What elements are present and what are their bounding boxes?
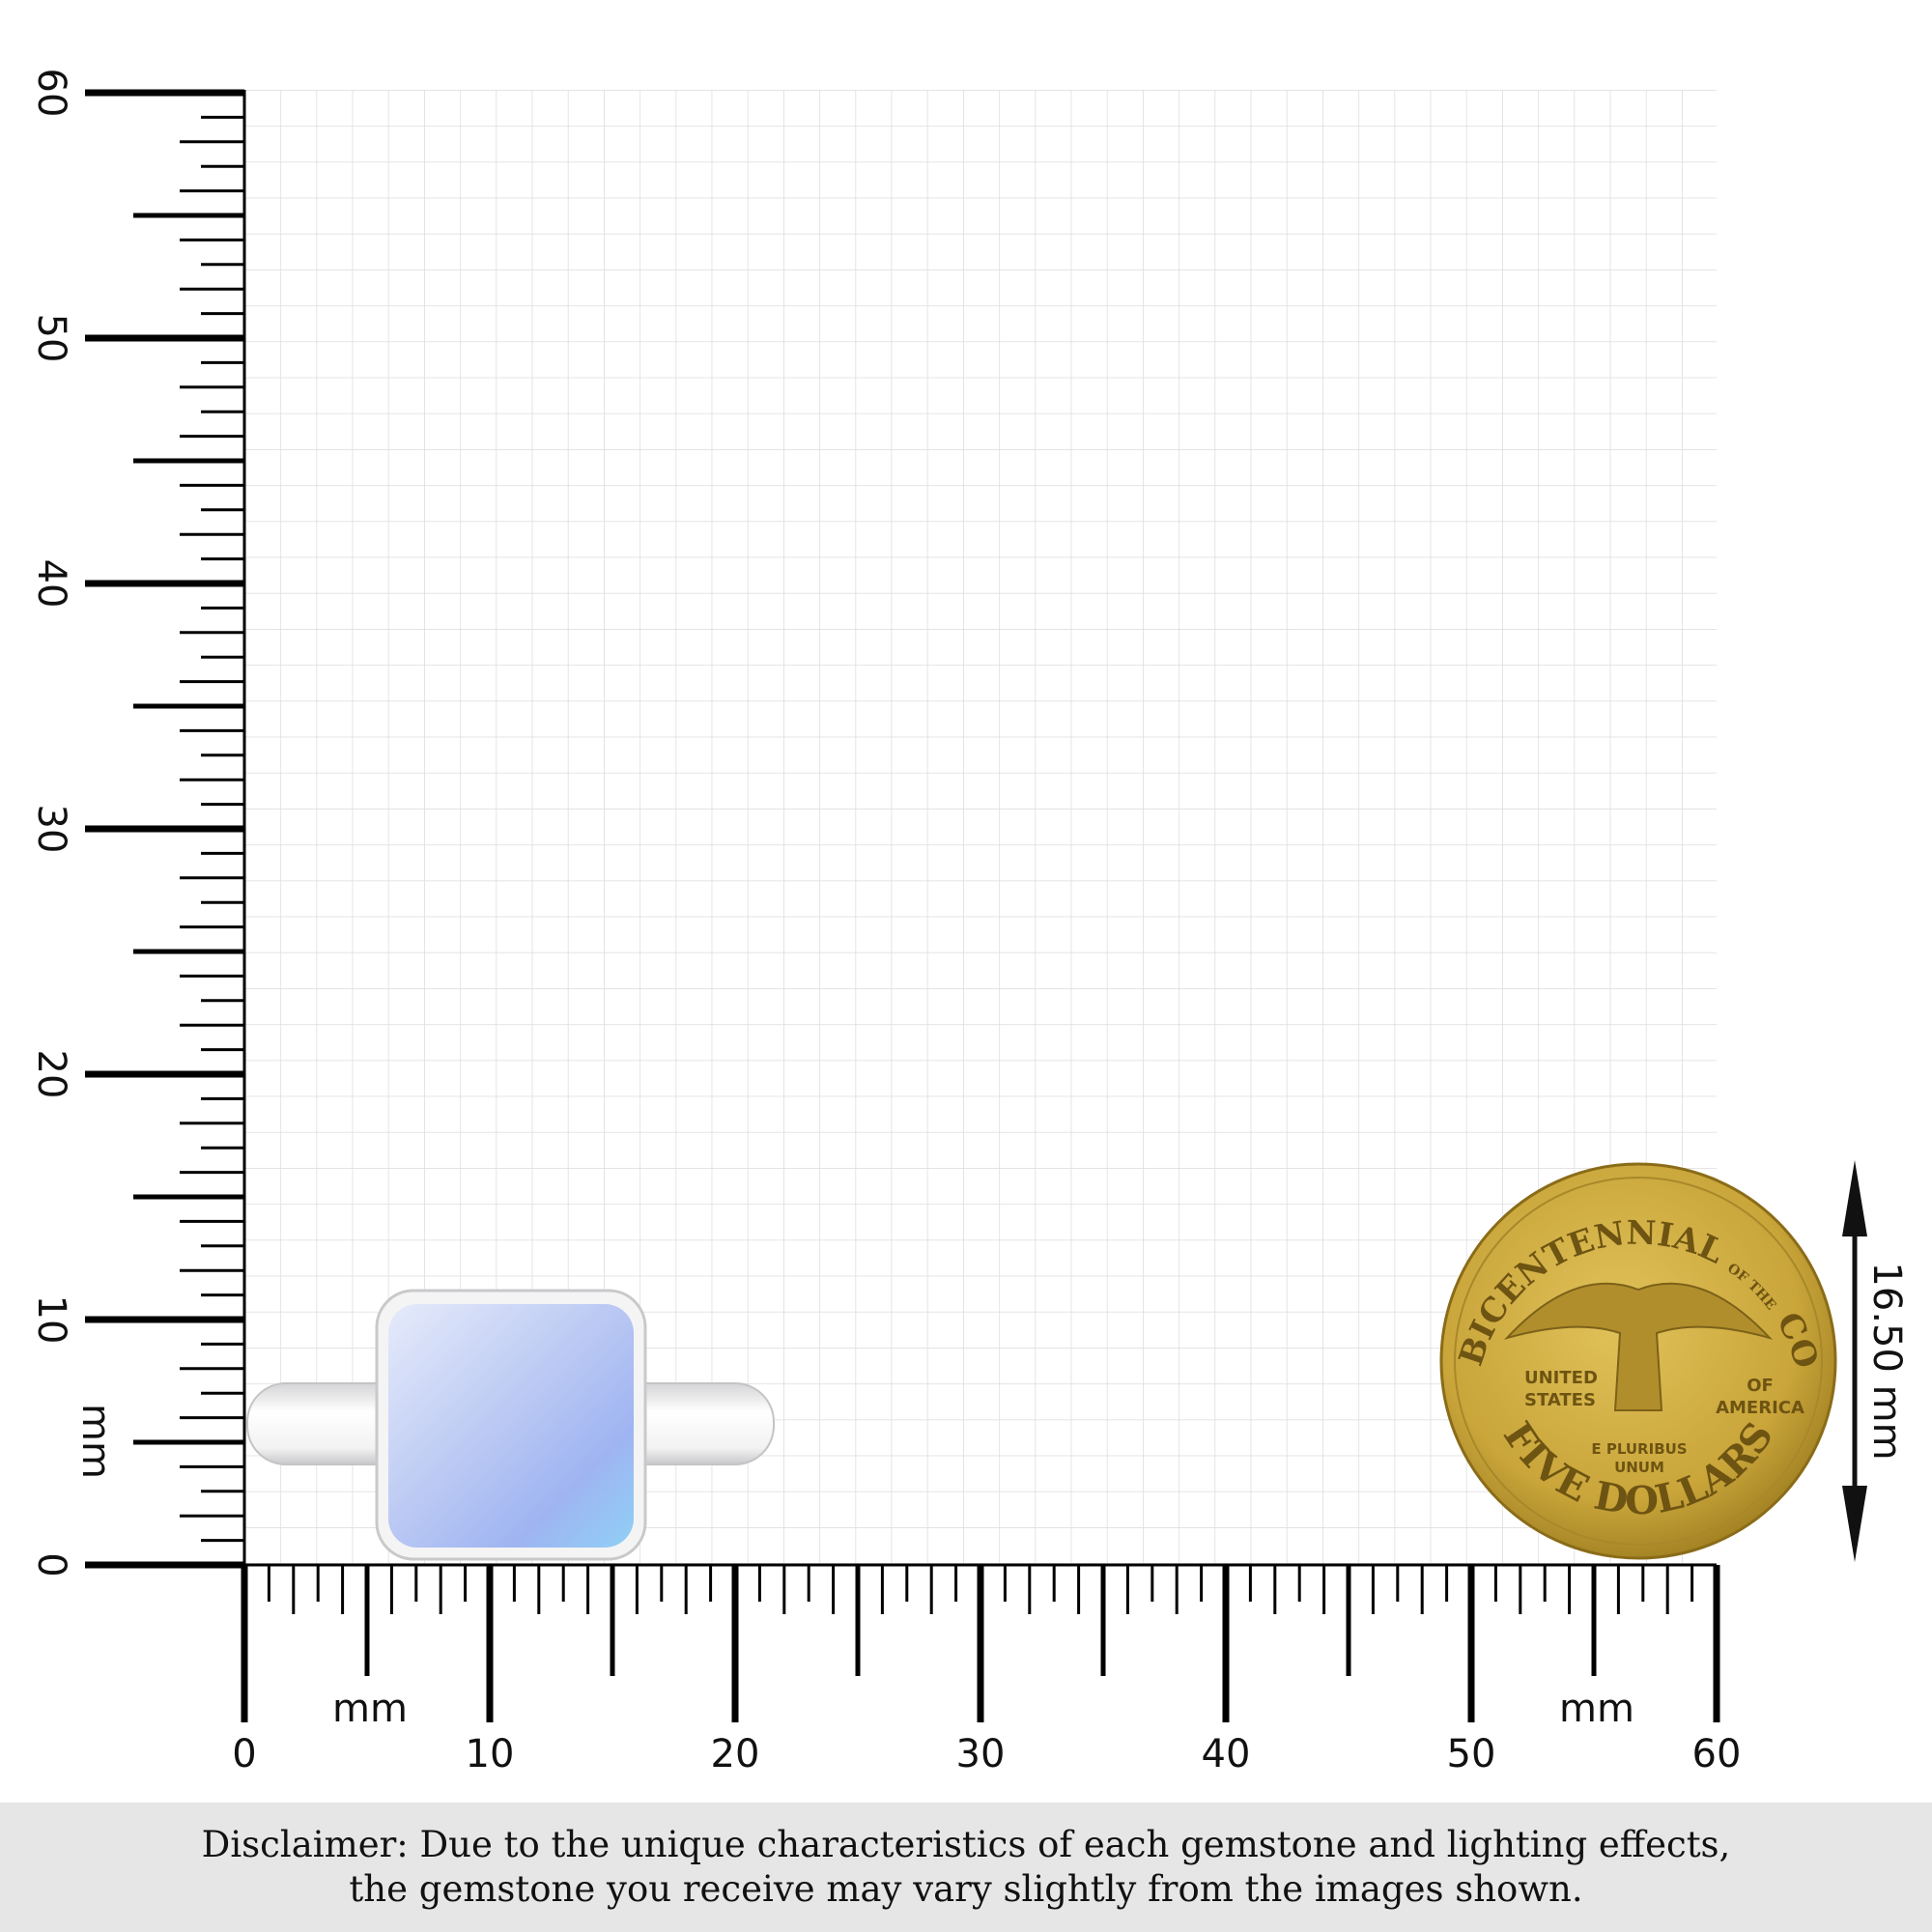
x-tick-label: 0 — [232, 1732, 256, 1776]
x-tick-label: 30 — [956, 1732, 1006, 1776]
coin-text-of: OF — [1747, 1376, 1774, 1396]
disclaimer-line-1: Disclaimer: Due to the unique characteri… — [201, 1824, 1731, 1865]
y-unit-label: mm — [73, 1404, 118, 1479]
y-tick-label: 60 — [29, 69, 73, 118]
y-tick-label: 40 — [29, 559, 73, 609]
y-tick-label: 50 — [29, 314, 73, 363]
x-tick-label: 20 — [711, 1732, 760, 1776]
dimension-label: 16.50 mm — [1864, 1262, 1909, 1460]
moonstone — [388, 1304, 634, 1548]
coin-motto-2: UNUM — [1614, 1459, 1664, 1476]
coin-text-united: UNITED — [1524, 1368, 1598, 1388]
disclaimer-banner: Disclaimer: Due to the unique characteri… — [0, 1803, 1932, 1932]
y-tick-label: 0 — [29, 1552, 73, 1577]
eagle-emblem — [1503, 1282, 1774, 1411]
coin-text-states: STATES — [1524, 1390, 1596, 1410]
y-tick-label: 20 — [29, 1050, 73, 1099]
disclaimer-line-2: the gemstone you receive may vary slight… — [349, 1868, 1583, 1910]
coin-text-america: AMERICA — [1716, 1398, 1804, 1418]
y-tick-label: 10 — [29, 1295, 73, 1345]
x-unit-label-right: mm — [1559, 1687, 1634, 1731]
y-tick-label: 30 — [29, 805, 73, 854]
x-tick-label: 40 — [1202, 1732, 1251, 1776]
x-tick-label: 50 — [1447, 1732, 1496, 1776]
coin-motto-1: E PLURIBUS — [1591, 1440, 1687, 1458]
ruler-ticks — [85, 89, 1720, 1722]
ring-image — [246, 1289, 775, 1561]
x-unit-label-left: mm — [332, 1687, 408, 1731]
dimension-arrow — [1842, 1160, 1867, 1562]
x-tick-label: 60 — [1692, 1732, 1742, 1776]
x-tick-label: 10 — [466, 1732, 515, 1776]
